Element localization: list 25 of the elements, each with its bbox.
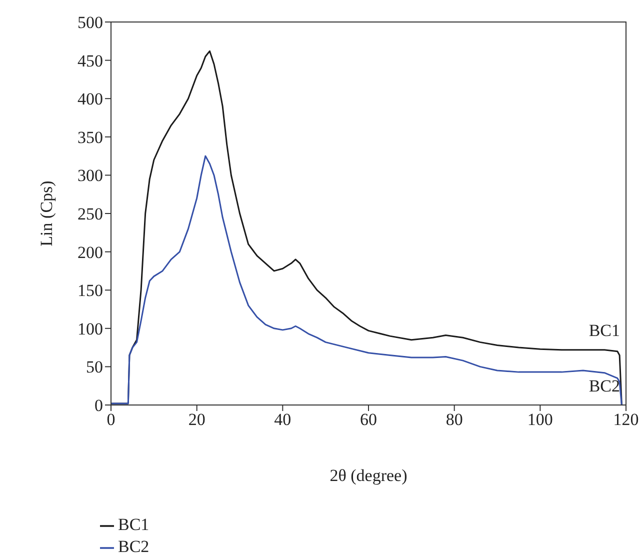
y-tick-label: 450 [78,51,103,70]
x-tick-label: 20 [188,410,206,430]
x-axis-title: 2θ (degree) [330,466,408,485]
y-axis-title: Lin (Cps) [37,180,56,246]
y-tick-label: 400 [78,90,103,109]
annotation: BC1 [588,321,620,340]
x-tick-label: 60 [360,410,377,430]
y-tick-label: 300 [78,166,103,186]
y-tick-label: 350 [78,128,103,147]
y-tick-label: 50 [86,358,103,377]
y-tick-label: 200 [78,242,103,262]
y-tick-label: 100 [78,319,103,338]
legend-label: BC2 [118,537,150,556]
x-tick-label: 0 [106,410,116,430]
x-tick-label: 80 [446,410,463,430]
x-tick-label: 40 [274,410,292,430]
x-tick-label: 120 [613,410,639,430]
y-tick-label: 0 [94,396,103,416]
y-tick-label: 500 [78,13,103,32]
y-tick-label: 150 [78,281,103,300]
annotation: BC2 [588,376,620,396]
x-tick-label: 100 [527,410,553,430]
y-tick-label: 250 [78,204,103,224]
line-series [111,155,622,405]
legend-label: BC1 [118,515,150,534]
